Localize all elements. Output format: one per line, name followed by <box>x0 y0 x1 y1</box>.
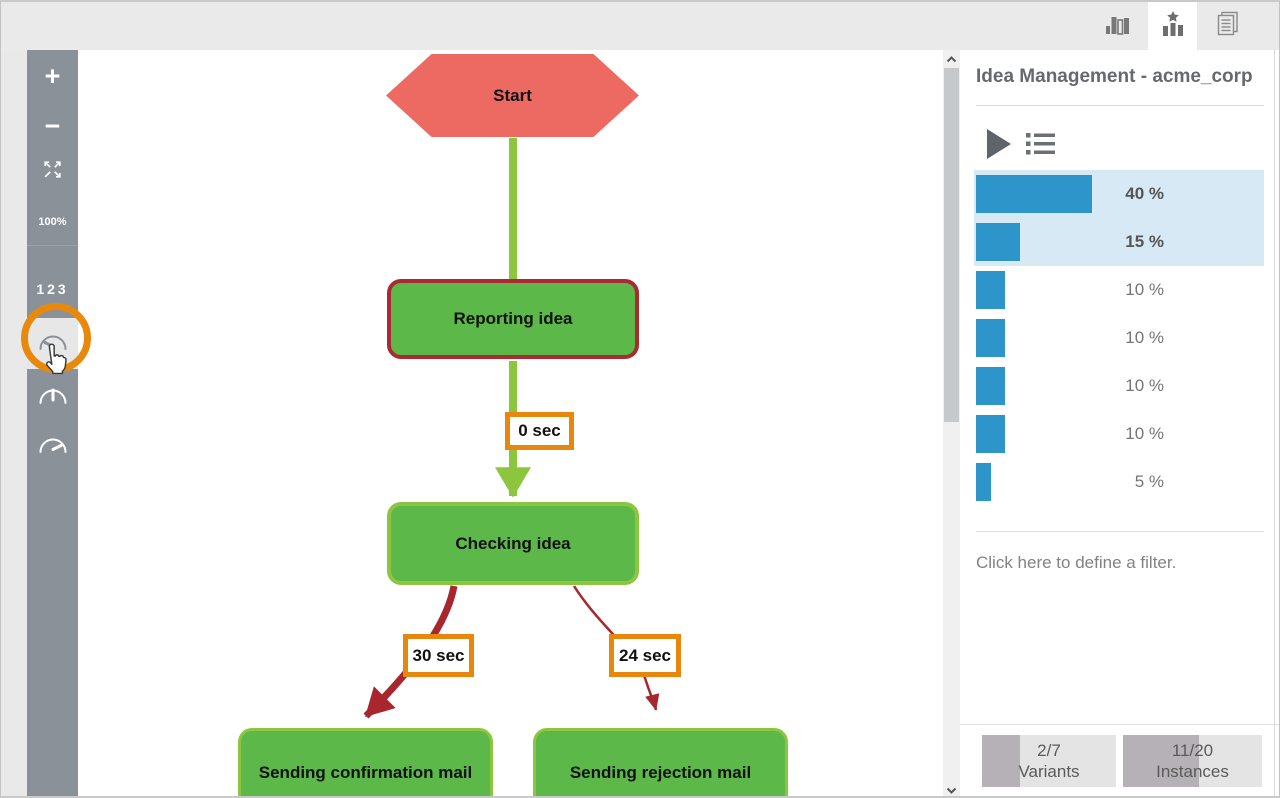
variant-frequency-bar <box>976 463 991 501</box>
variant-frequency-bar <box>976 223 1020 261</box>
panel-divider <box>976 105 1264 106</box>
variant-percentage-label: 15 % <box>1125 232 1164 251</box>
scroll-up-icon[interactable] <box>946 54 957 65</box>
node-sending-confirmation-mail[interactable]: Sending confirmation mail <box>238 728 493 796</box>
variant-percentage-label: 10 % <box>1125 280 1164 299</box>
zoom-toolbar: + − 100% 123 <box>27 50 78 796</box>
zoom-out-button[interactable]: − <box>44 110 61 141</box>
node-start[interactable]: Start <box>386 54 639 137</box>
node-sending-rejection-mail[interactable]: Sending rejection mail <box>533 728 788 796</box>
variant-row[interactable]: 10 % <box>974 410 1264 458</box>
expand-arrows-icon <box>42 159 63 185</box>
variant-row[interactable]: 5 % <box>974 458 1264 506</box>
variant-frequency-bar <box>976 415 1005 453</box>
filter-hint-link[interactable]: Click here to define a filter. <box>976 553 1177 572</box>
gauge-low-icon <box>37 330 69 357</box>
edge-duration-label-30sec[interactable]: 30 sec <box>403 634 474 677</box>
node-label: Reporting idea <box>453 309 573 328</box>
node-reporting-idea[interactable]: Reporting idea <box>387 279 639 359</box>
edge-duration-text: 24 sec <box>619 645 671 665</box>
variant-row[interactable]: 10 % <box>974 362 1264 410</box>
edge-duration-label-0sec[interactable]: 0 sec <box>505 412 574 450</box>
panel-divider <box>976 531 1264 532</box>
variant-frequency-bar <box>976 271 1005 309</box>
variant-row[interactable]: 15 % <box>974 218 1264 266</box>
node-label: Start <box>493 85 532 105</box>
canvas-vertical-scrollbar[interactable] <box>943 50 960 796</box>
variant-frequency-bar <box>976 175 1092 213</box>
scrollbar-thumb[interactable] <box>944 68 959 422</box>
instances-count-badge[interactable]: 11/20 Instances <box>1123 735 1262 787</box>
node-label: Sending rejection mail <box>569 763 752 782</box>
variants-panel: Idea Management - acme_corp 40 % 15 % 10 %… <box>960 50 1279 796</box>
instances-count-label: Instances <box>1156 762 1229 781</box>
edge-duration-text: 30 sec <box>412 645 465 665</box>
zoom-in-button[interactable]: + <box>44 60 61 91</box>
instances-badge-fill <box>1123 735 1200 787</box>
duration-gauge-mid-button[interactable] <box>27 372 78 423</box>
variant-list-icon-button[interactable] <box>1026 131 1056 157</box>
variant-list: 40 % 15 % 10 % 10 % 10 % 10 % 5 % <box>974 170 1264 506</box>
variants-count-value: 2/7 <box>1037 740 1061 760</box>
variant-percentage-label: 40 % <box>1125 184 1164 203</box>
left-gutter <box>1 50 27 796</box>
zoom-level-button[interactable]: 100% <box>38 216 67 228</box>
node-label: Sending confirmation mail <box>258 763 473 782</box>
variants-count-label: Variants <box>1018 762 1080 781</box>
gauge-mid-icon <box>37 384 69 411</box>
top-bar <box>1 2 1279 50</box>
instances-count-value: 11/20 <box>1171 740 1214 760</box>
variant-row[interactable]: 40 % <box>974 170 1264 218</box>
gauge-high-icon <box>37 433 69 460</box>
variant-percentage-label: 10 % <box>1125 376 1164 395</box>
panel-title: Idea Management - acme_corp <box>976 66 1253 87</box>
tab-variants-explorer[interactable] <box>1148 2 1197 50</box>
variant-frequency-bar <box>976 319 1005 357</box>
fit-to-screen-button[interactable] <box>27 152 78 192</box>
view-tabstrip <box>1088 2 1257 50</box>
node-checking-idea[interactable]: Checking idea <box>387 502 639 585</box>
variant-actions <box>986 128 1056 160</box>
duration-gauge-high-button[interactable] <box>27 421 78 472</box>
show-numbers-button[interactable]: 123 <box>36 281 69 297</box>
tab-process-discovery[interactable] <box>1088 2 1148 50</box>
duration-gauge-low-button[interactable] <box>27 318 78 369</box>
variants-count-badge[interactable]: 2/7 Variants <box>982 735 1116 787</box>
document-icon <box>1214 11 1240 42</box>
variants-badge-fill <box>982 735 1021 787</box>
instances-badge-text: 11/20 Instances <box>1123 735 1262 787</box>
process-map-canvas[interactable]: Start Reporting idea Checking idea Sendi… <box>78 50 943 796</box>
variants-badge-text: 2/7 Variants <box>982 735 1116 787</box>
variant-frequency-bar <box>976 367 1005 405</box>
variant-percentage-label: 10 % <box>1125 424 1164 443</box>
play-animation-button[interactable] <box>986 129 1012 159</box>
bar-chart-icon <box>1105 12 1131 41</box>
variant-percentage-label: 10 % <box>1125 328 1164 347</box>
variant-percentage-label: 5 % <box>1134 472 1164 491</box>
node-label: Checking idea <box>455 533 571 553</box>
panel-footer: 2/7 Variants 11/20 Instances <box>960 724 1279 796</box>
edge-duration-label-24sec[interactable]: 24 sec <box>609 634 681 677</box>
tab-attributes[interactable] <box>1197 2 1257 50</box>
variant-row[interactable]: 10 % <box>974 314 1264 362</box>
edge-duration-text: 0 sec <box>518 421 561 440</box>
scroll-down-icon[interactable] <box>946 785 957 796</box>
panel-scroll-track <box>1274 50 1275 796</box>
sidebar-divider <box>27 245 78 246</box>
variant-row[interactable]: 10 % <box>974 266 1264 314</box>
star-chart-icon <box>1161 10 1185 42</box>
